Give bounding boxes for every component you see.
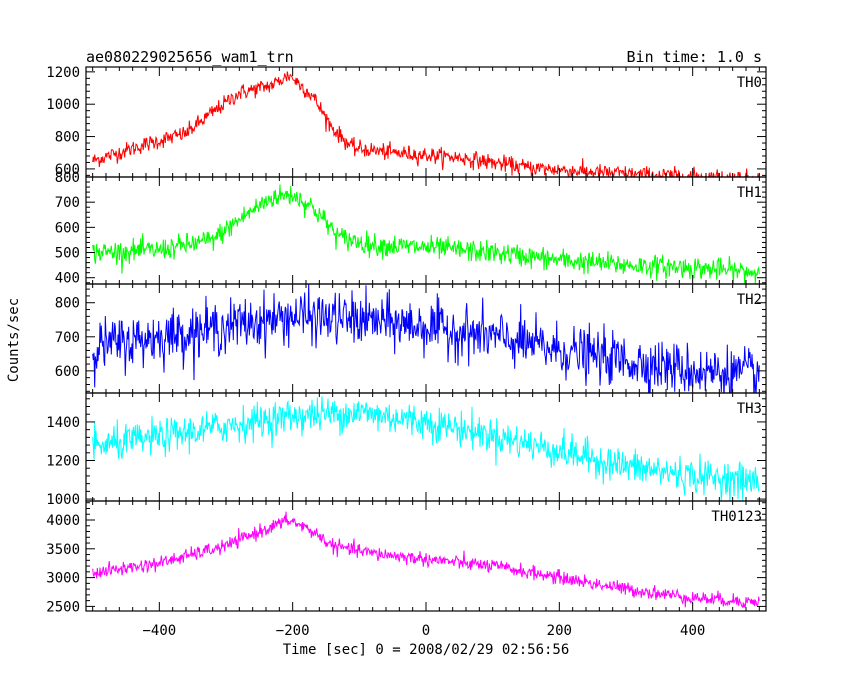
series-line-th0123 (92, 511, 760, 609)
panel-label-th2: TH2 (737, 292, 762, 308)
y-tick-label-th2: 600 (55, 364, 80, 380)
y-tick-label-th1: 500 (55, 246, 80, 262)
y-tick-label-th3: 1400 (46, 415, 80, 431)
y-tick-label-th0123: 3500 (46, 542, 80, 558)
panels: 60080010001200TH0400500600700800TH160070… (46, 65, 767, 639)
y-tick-label-th1: 700 (55, 195, 80, 211)
x-tick-label: −400 (142, 623, 176, 639)
y-tick-label-th0: 600 (55, 162, 80, 178)
y-tick-label-th1: 400 (55, 271, 80, 287)
x-tick-label: 200 (547, 623, 572, 639)
series-line-th1 (92, 184, 760, 284)
y-tick-label-th0: 1000 (46, 97, 80, 113)
panel-frame-th0 (85, 66, 767, 178)
x-tick-label: −200 (276, 623, 310, 639)
y-tick-label-th2: 800 (55, 296, 80, 312)
panel-frame-th3 (85, 392, 767, 502)
series-line-th0 (92, 71, 760, 177)
y-tick-label-th3: 1200 (46, 454, 80, 470)
series-line-th2 (92, 284, 760, 393)
y-tick-label-th3: 1000 (46, 492, 80, 508)
y-tick-label-th0123: 3000 (46, 571, 80, 587)
panel-label-th1: TH1 (737, 185, 762, 201)
y-tick-label-th0123: 4000 (46, 513, 80, 529)
x-tick-label: 400 (680, 623, 705, 639)
series-line-th3 (92, 396, 760, 501)
y-tick-label-th0: 1200 (46, 65, 80, 81)
y-axis-label: Counts/sec (6, 298, 22, 382)
chart-title-right: Bin time: 1.0 s (627, 48, 762, 66)
y-tick-label-th0: 800 (55, 130, 80, 146)
panel-label-th3: TH3 (737, 401, 762, 417)
x-axis-label: Time [sec] 0 = 2008/02/29 02:56:56 (283, 642, 570, 658)
x-tick-label: 0 (422, 623, 430, 639)
panel-label-th0123: TH0123 (711, 509, 762, 525)
y-tick-label-th2: 700 (55, 330, 80, 346)
y-tick-label-th0123: 2500 (46, 599, 80, 615)
panel-label-th0: TH0 (737, 75, 762, 91)
y-tick-label-th1: 600 (55, 220, 80, 236)
chart-title-left: ae080229025656_wam1_trn (86, 48, 294, 66)
y-tick-label-th1: 800 (55, 170, 80, 186)
